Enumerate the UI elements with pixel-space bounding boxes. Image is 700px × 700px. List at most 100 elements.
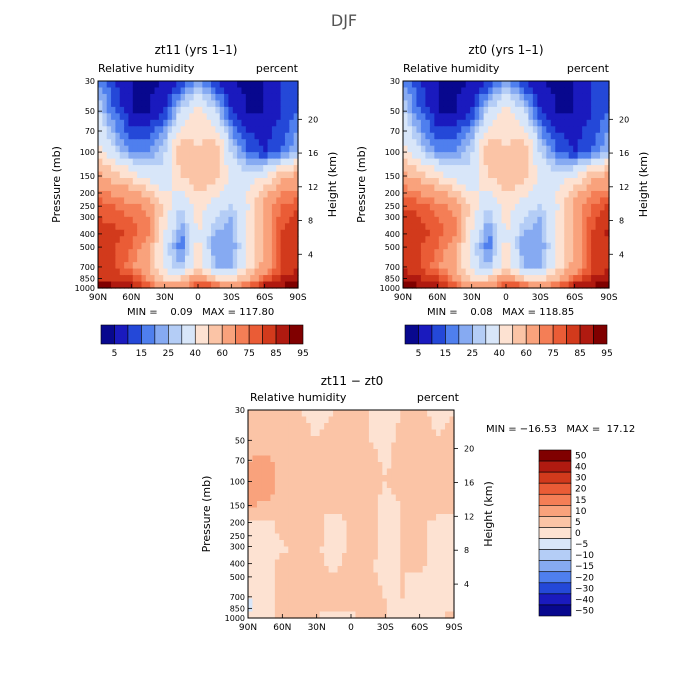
contour-cell xyxy=(333,410,339,418)
contour-cell xyxy=(276,106,282,114)
contour-cell xyxy=(407,152,413,160)
contour-cell xyxy=(283,566,289,574)
contour-cell xyxy=(425,132,431,140)
contour-cell xyxy=(377,416,383,424)
contour-cell xyxy=(440,423,446,431)
contour-cell xyxy=(145,262,151,270)
contour-cell xyxy=(241,145,247,153)
contour-cell xyxy=(263,113,269,121)
contour-cell xyxy=(382,553,388,561)
contour-cell xyxy=(413,572,419,580)
contour-cell xyxy=(241,184,247,192)
contour-cell xyxy=(577,184,583,192)
contour-cell xyxy=(492,242,498,250)
contour-cell xyxy=(431,520,437,528)
contour-cell xyxy=(224,87,230,95)
contour-cell xyxy=(445,410,451,418)
contour-cell xyxy=(409,527,415,535)
contour-cell xyxy=(274,468,280,476)
contour-cell xyxy=(436,527,442,535)
contour-cell xyxy=(359,533,366,541)
contour-cell xyxy=(373,514,379,522)
contour-cell xyxy=(445,572,451,580)
contour-cell xyxy=(256,598,263,606)
contour-cell xyxy=(145,113,151,121)
contour-cell xyxy=(310,429,316,437)
contour-cell xyxy=(364,572,370,580)
contour-cell xyxy=(452,223,458,231)
contour-cell xyxy=(245,178,251,186)
contour-cell xyxy=(115,190,121,199)
contour-cell xyxy=(479,210,485,218)
contour-cell xyxy=(355,449,361,457)
contour-cell xyxy=(248,481,254,489)
contour-cell xyxy=(245,203,251,211)
colorbar-swatch xyxy=(221,324,236,345)
contour-cell xyxy=(102,223,108,231)
contour-cell xyxy=(582,87,588,95)
contour-cell xyxy=(449,449,455,457)
contour-cell xyxy=(445,455,451,463)
contour-cell xyxy=(293,87,299,95)
contour-cell xyxy=(510,216,516,224)
contour-cell xyxy=(198,223,203,231)
contour-cell xyxy=(523,119,529,127)
colorbar-swatch xyxy=(538,571,572,584)
contour-cell xyxy=(180,203,186,211)
contour-cell xyxy=(546,281,552,289)
contour-cell xyxy=(271,203,277,211)
contour-cell xyxy=(252,410,258,418)
contour-cell xyxy=(470,203,476,211)
y-tick-label: 400 xyxy=(230,560,245,569)
contour-cell xyxy=(141,190,147,199)
contour-cell xyxy=(425,249,431,257)
contour-cell xyxy=(404,494,410,502)
contour-cell xyxy=(497,216,503,224)
contour-cell xyxy=(211,178,216,186)
contour-cell xyxy=(541,113,547,121)
contour-cell xyxy=(456,262,462,270)
contour-cell xyxy=(355,579,361,587)
contour-cell xyxy=(411,216,418,224)
contour-cell xyxy=(163,197,169,205)
contour-cell xyxy=(364,429,370,437)
contour-cell xyxy=(382,572,388,580)
contour-cell xyxy=(124,119,130,127)
contour-cell xyxy=(283,449,289,457)
contour-cell xyxy=(106,262,112,270)
contour-cell xyxy=(409,579,415,587)
contour-cell xyxy=(163,152,169,160)
contour-cell xyxy=(261,572,267,580)
contour-cell xyxy=(420,197,426,205)
contour-cell xyxy=(180,158,186,166)
contour-cell xyxy=(315,553,321,561)
contour-cell xyxy=(452,255,458,263)
contour-cell xyxy=(206,100,212,108)
contour-cell xyxy=(342,475,348,483)
contour-cell xyxy=(595,81,601,89)
contour-cell xyxy=(407,158,413,166)
contour-cell xyxy=(163,100,169,108)
contour-cell xyxy=(368,449,374,457)
contour-cell xyxy=(470,106,476,114)
contour-cell xyxy=(427,520,433,528)
contour-cell xyxy=(461,262,467,270)
contour-cell xyxy=(573,145,579,153)
contour-cell xyxy=(189,262,195,270)
contour-cell xyxy=(519,262,525,270)
contour-cell xyxy=(514,242,521,250)
contour-cell xyxy=(280,87,286,95)
x-tick-label: 30N xyxy=(308,623,326,633)
x-tick-label: 60N xyxy=(428,293,446,303)
contour-cell xyxy=(541,178,547,186)
contour-cell xyxy=(479,145,485,153)
contour-cell xyxy=(351,455,357,463)
contour-cell xyxy=(400,546,406,554)
contour-cell xyxy=(193,106,199,114)
contour-cell xyxy=(271,100,277,108)
contour-cell xyxy=(431,462,437,470)
contour-cell xyxy=(519,165,525,173)
contour-cell xyxy=(211,236,216,244)
contour-cell xyxy=(206,262,212,270)
contour-cell xyxy=(461,255,467,263)
